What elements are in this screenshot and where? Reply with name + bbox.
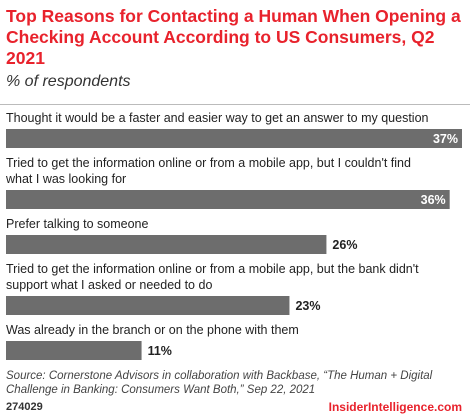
bar [6, 190, 450, 209]
category-label: Tried to get the information online or f… [6, 262, 419, 276]
category-label: what I was looking for [5, 172, 126, 186]
value-label: 36% [421, 193, 446, 207]
category-label: Was already in the branch or on the phon… [6, 323, 299, 337]
value-label: 23% [295, 299, 320, 313]
divider [0, 104, 470, 105]
value-label: 26% [332, 238, 357, 252]
bar [6, 341, 142, 360]
bar [6, 129, 462, 148]
chart-title: Top Reasons for Contacting a Human When … [6, 6, 461, 68]
category-label: support what I asked or needed to do [6, 278, 212, 292]
category-label: Thought it would be a faster and easier … [6, 111, 429, 125]
source-note: Source: Cornerstone Advisors in collabor… [6, 370, 433, 396]
value-label: 37% [433, 132, 458, 146]
chart-id: 274029 [6, 401, 43, 413]
value-label: 11% [148, 344, 172, 358]
bar [6, 296, 290, 315]
chart-subtitle: % of respondents [6, 73, 131, 90]
brand-logo: InsiderIntelligence.com [328, 400, 462, 414]
category-label: Tried to get the information online or f… [6, 156, 411, 170]
bar-chart: Thought it would be a faster and easier … [5, 111, 462, 360]
category-label: Prefer talking to someone [6, 217, 148, 231]
bar [6, 235, 327, 254]
